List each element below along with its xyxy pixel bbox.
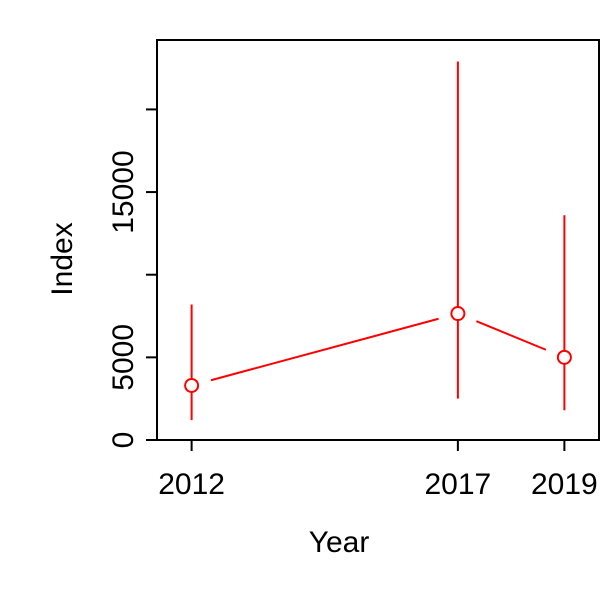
plot-frame [156,39,600,441]
series-line-segment [210,317,439,382]
y-tick-label: 0 [107,432,140,449]
series-line-segment [475,320,547,351]
y-tick-label: 5000 [107,324,140,391]
data-marks [184,61,572,421]
x-axis-label: Year [309,526,370,559]
x-tick-label: 2019 [531,468,598,501]
y-axis-label: Index [46,222,79,295]
data-point [450,306,466,322]
y-tick-label: 15000 [107,150,140,233]
x-tick-label: 2012 [158,468,225,501]
axis-ticks: 2012 2017 2019 0 5000 15000 [107,108,598,501]
x-tick-label: 2017 [425,468,492,501]
data-point [556,349,572,365]
data-point [184,377,200,393]
